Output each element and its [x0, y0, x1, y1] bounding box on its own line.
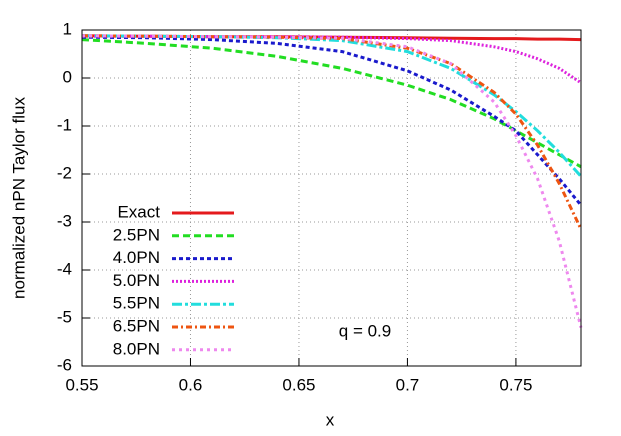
- x-axis-label: x: [326, 410, 335, 429]
- legend-label: Exact: [117, 202, 160, 221]
- y-tick-label: -4: [57, 259, 72, 278]
- legend-label: 2.5PN: [113, 225, 160, 244]
- legend-label: 6.5PN: [113, 316, 160, 335]
- legend-label: 4.0PN: [113, 248, 160, 267]
- legend-label: 5.5PN: [113, 294, 160, 313]
- legend-label: 5.0PN: [113, 271, 160, 290]
- x-tick-label: 0.75: [499, 375, 532, 394]
- y-tick-label: 1: [63, 19, 72, 38]
- plot-frame: [81, 29, 582, 367]
- x-tick-label: 0.55: [65, 375, 98, 394]
- y-axis-label: normalized nPN Taylor flux: [9, 97, 28, 299]
- y-tick-label: -5: [57, 307, 72, 326]
- series-line: [81, 34, 583, 178]
- series-line: [81, 34, 583, 328]
- x-tick-label: 0.65: [282, 375, 315, 394]
- legend-label: 8.0PN: [113, 339, 160, 358]
- series-line: [81, 35, 583, 207]
- x-tick-label: 0.7: [396, 375, 420, 394]
- series-line: [81, 38, 582, 169]
- y-tick-label: 0: [63, 67, 72, 86]
- y-tick-label: -1: [57, 115, 72, 134]
- y-tick-label: -6: [57, 355, 72, 374]
- y-tick-label: -2: [57, 163, 72, 182]
- annotation: q = 0.9: [339, 321, 391, 340]
- y-tick-label: -3: [57, 211, 72, 230]
- series-line: [81, 34, 583, 230]
- x-tick-label: 0.6: [179, 375, 203, 394]
- series-line: [82, 34, 582, 85]
